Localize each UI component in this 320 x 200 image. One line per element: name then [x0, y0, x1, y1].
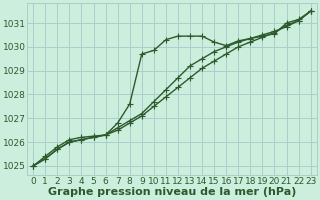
- X-axis label: Graphe pression niveau de la mer (hPa): Graphe pression niveau de la mer (hPa): [48, 187, 296, 197]
